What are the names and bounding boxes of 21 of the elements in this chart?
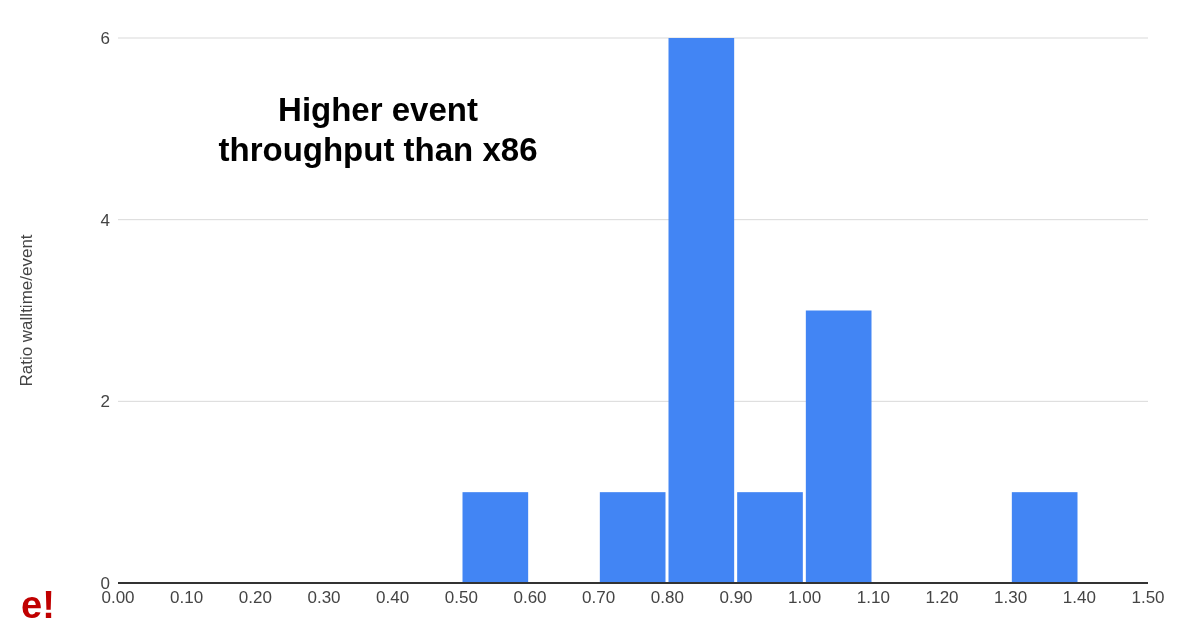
x-tick-label: 1.10 [856, 588, 890, 608]
x-tick-label: 1.50 [1131, 588, 1165, 608]
x-tick-label: 0.30 [307, 588, 341, 608]
x-tick-label: 1.20 [925, 588, 959, 608]
x-tick-label: 0.50 [444, 588, 478, 608]
x-tick-label: 1.30 [994, 588, 1028, 608]
y-tick-label: 4 [100, 210, 110, 230]
x-tick-label: 0.10 [170, 588, 204, 608]
y-tick-label: 2 [100, 392, 110, 412]
x-tick-label: 0.60 [513, 588, 547, 608]
x-tick-label: 0.20 [238, 588, 272, 608]
x-tick-label: 1.40 [1062, 588, 1096, 608]
x-tick-label: 0.80 [650, 588, 684, 608]
y-axis-title: Ratio walltime/event [17, 234, 37, 387]
x-tick-label: 0.90 [719, 588, 753, 608]
annotation: Higher event throughput than x86 [217, 90, 539, 170]
x-tick-label: 0.70 [582, 588, 616, 608]
y-tick-label: 6 [100, 29, 110, 49]
x-tick-label: 0.40 [376, 588, 410, 608]
x-tick-label: 1.00 [788, 588, 822, 608]
text: e! [20, 583, 56, 628]
